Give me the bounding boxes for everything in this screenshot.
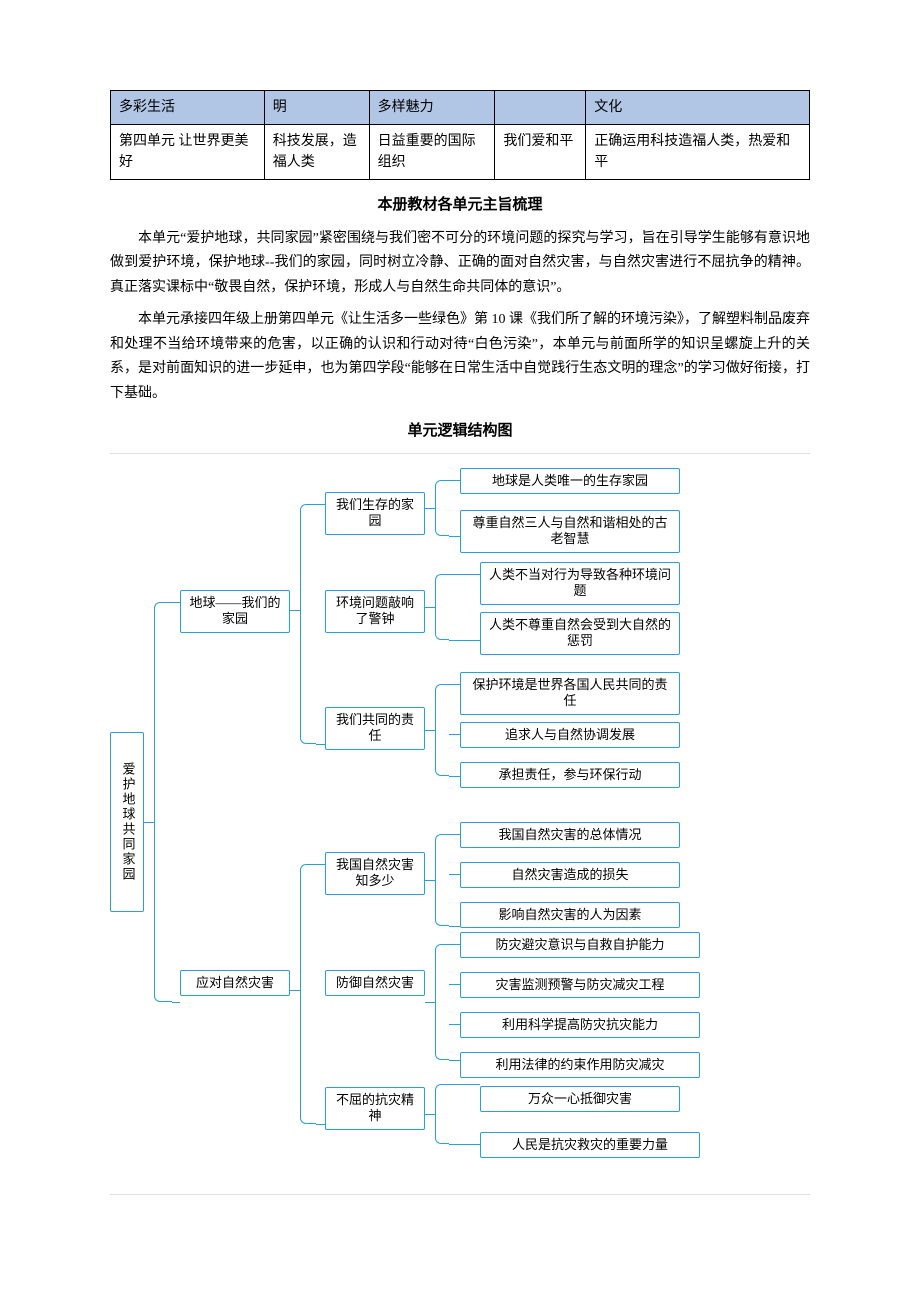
leaf-13: 利用科学提高防灾抗灾能力 bbox=[460, 1012, 700, 1039]
leaf-7: 承担责任，参与环保行动 bbox=[460, 762, 680, 789]
leaf-9: 自然灾害造成的损失 bbox=[460, 862, 680, 889]
node-l3-3: 我们共同的责任 bbox=[325, 707, 425, 751]
node-l2a: 地球——我们的家园 bbox=[180, 590, 290, 634]
cell: 我们爱和平 bbox=[503, 134, 573, 149]
c bbox=[425, 508, 435, 509]
c bbox=[449, 1024, 460, 1025]
c bbox=[449, 1084, 480, 1085]
br-3 bbox=[435, 684, 449, 776]
leaf-4: 人类不尊重自然会受到大自然的惩罚 bbox=[480, 612, 680, 656]
c bbox=[425, 607, 435, 608]
c bbox=[425, 1114, 435, 1115]
br-6 bbox=[435, 1084, 449, 1144]
node-l3-1: 我们生存的家园 bbox=[325, 492, 425, 536]
leaf-1: 地球是人类唯一的生存家园 bbox=[460, 468, 680, 495]
c bbox=[449, 684, 460, 685]
conn bbox=[144, 822, 154, 823]
bracket-l2b bbox=[300, 864, 316, 1124]
leaf-6: 追求人与自然协调发展 bbox=[460, 722, 680, 749]
conn bbox=[172, 1002, 180, 1003]
c bbox=[449, 734, 460, 735]
cell: 多彩生活 bbox=[119, 100, 175, 115]
c bbox=[449, 574, 480, 575]
bracket-l2a bbox=[300, 504, 316, 744]
c bbox=[449, 1060, 460, 1061]
conn bbox=[316, 504, 325, 505]
c bbox=[449, 984, 460, 985]
leaf-8: 我国自然灾害的总体情况 bbox=[460, 822, 680, 849]
bracket-root bbox=[154, 602, 172, 1002]
c bbox=[425, 1002, 435, 1003]
cell: 第四单元 让世界更美好 bbox=[119, 134, 249, 170]
leaf-14: 利用法律的约束作用防灾减灾 bbox=[460, 1052, 700, 1079]
cell: 日益重要的国际组织 bbox=[378, 134, 476, 170]
leaf-3: 人类不当对行为导致各种环境问题 bbox=[480, 562, 680, 606]
c bbox=[449, 1144, 480, 1145]
br-5 bbox=[435, 944, 449, 1060]
node-l3-6: 不屈的抗灾精神 bbox=[325, 1087, 425, 1131]
diagram-container: 爱护地球共同家园 地球——我们的家园 应对自然灾害 我们生存的家园 环境问题敲响… bbox=[110, 453, 810, 1195]
conn bbox=[290, 990, 300, 991]
conn bbox=[316, 864, 325, 865]
cell: 正确运用科技造福人类，热爱和平 bbox=[594, 134, 790, 170]
leaf-10: 影响自然灾害的人为因素 bbox=[460, 902, 680, 929]
conn bbox=[316, 744, 325, 745]
node-root: 爱护地球共同家园 bbox=[110, 732, 144, 912]
paragraph-2: 本单元承接四年级上册第四单元《让生活多一些绿色》第 10 课《我们所了解的环境污… bbox=[110, 308, 810, 406]
br-2 bbox=[435, 574, 449, 640]
conn bbox=[290, 610, 300, 611]
c bbox=[425, 730, 435, 731]
cell: 明 bbox=[273, 100, 287, 115]
leaf-12: 灾害监测预警与防灾减灾工程 bbox=[460, 972, 700, 999]
c bbox=[449, 640, 480, 641]
node-l3-4: 我国自然灾害知多少 bbox=[325, 852, 425, 896]
leaf-2: 尊重自然三人与自然和谐相处的古老智慧 bbox=[460, 510, 680, 554]
paragraph-1: 本单元“爱护地球，共同家园”紧密围绕与我们密不可分的环境问题的探究与学习，旨在引… bbox=[110, 227, 810, 301]
unit-table: 多彩生活 明 多样魅力 文化 第四单元 让世界更美好 科技发展，造福人类 日益重… bbox=[110, 90, 810, 180]
cell: 文化 bbox=[594, 100, 622, 115]
c bbox=[449, 944, 460, 945]
leaf-16: 人民是抗灾救灾的重要力量 bbox=[480, 1132, 700, 1159]
conn bbox=[316, 1124, 325, 1125]
node-l2b: 应对自然灾害 bbox=[180, 970, 290, 997]
section-title-2: 单元逻辑结构图 bbox=[110, 420, 810, 443]
leaf-11: 防灾避灾意识与自救自护能力 bbox=[460, 932, 700, 959]
c bbox=[449, 926, 460, 927]
c bbox=[425, 880, 435, 881]
leaf-15: 万众一心抵御灾害 bbox=[480, 1086, 680, 1113]
br-4 bbox=[435, 834, 449, 926]
cell: 科技发展，造福人类 bbox=[273, 134, 357, 170]
c bbox=[449, 874, 460, 875]
c bbox=[449, 776, 460, 777]
leaf-5: 保护环境是世界各国人民共同的责任 bbox=[460, 672, 680, 716]
unit-logic-diagram: 爱护地球共同家园 地球——我们的家园 应对自然灾害 我们生存的家园 环境问题敲响… bbox=[110, 472, 810, 1172]
conn bbox=[172, 602, 180, 603]
cell: 多样魅力 bbox=[378, 100, 434, 115]
br-1 bbox=[435, 480, 449, 536]
c bbox=[449, 480, 460, 481]
section-title-1: 本册教材各单元主旨梳理 bbox=[110, 194, 810, 217]
node-l3-5: 防御自然灾害 bbox=[325, 970, 425, 997]
c bbox=[449, 536, 460, 537]
c bbox=[449, 834, 460, 835]
node-l3-2: 环境问题敲响了警钟 bbox=[325, 590, 425, 634]
